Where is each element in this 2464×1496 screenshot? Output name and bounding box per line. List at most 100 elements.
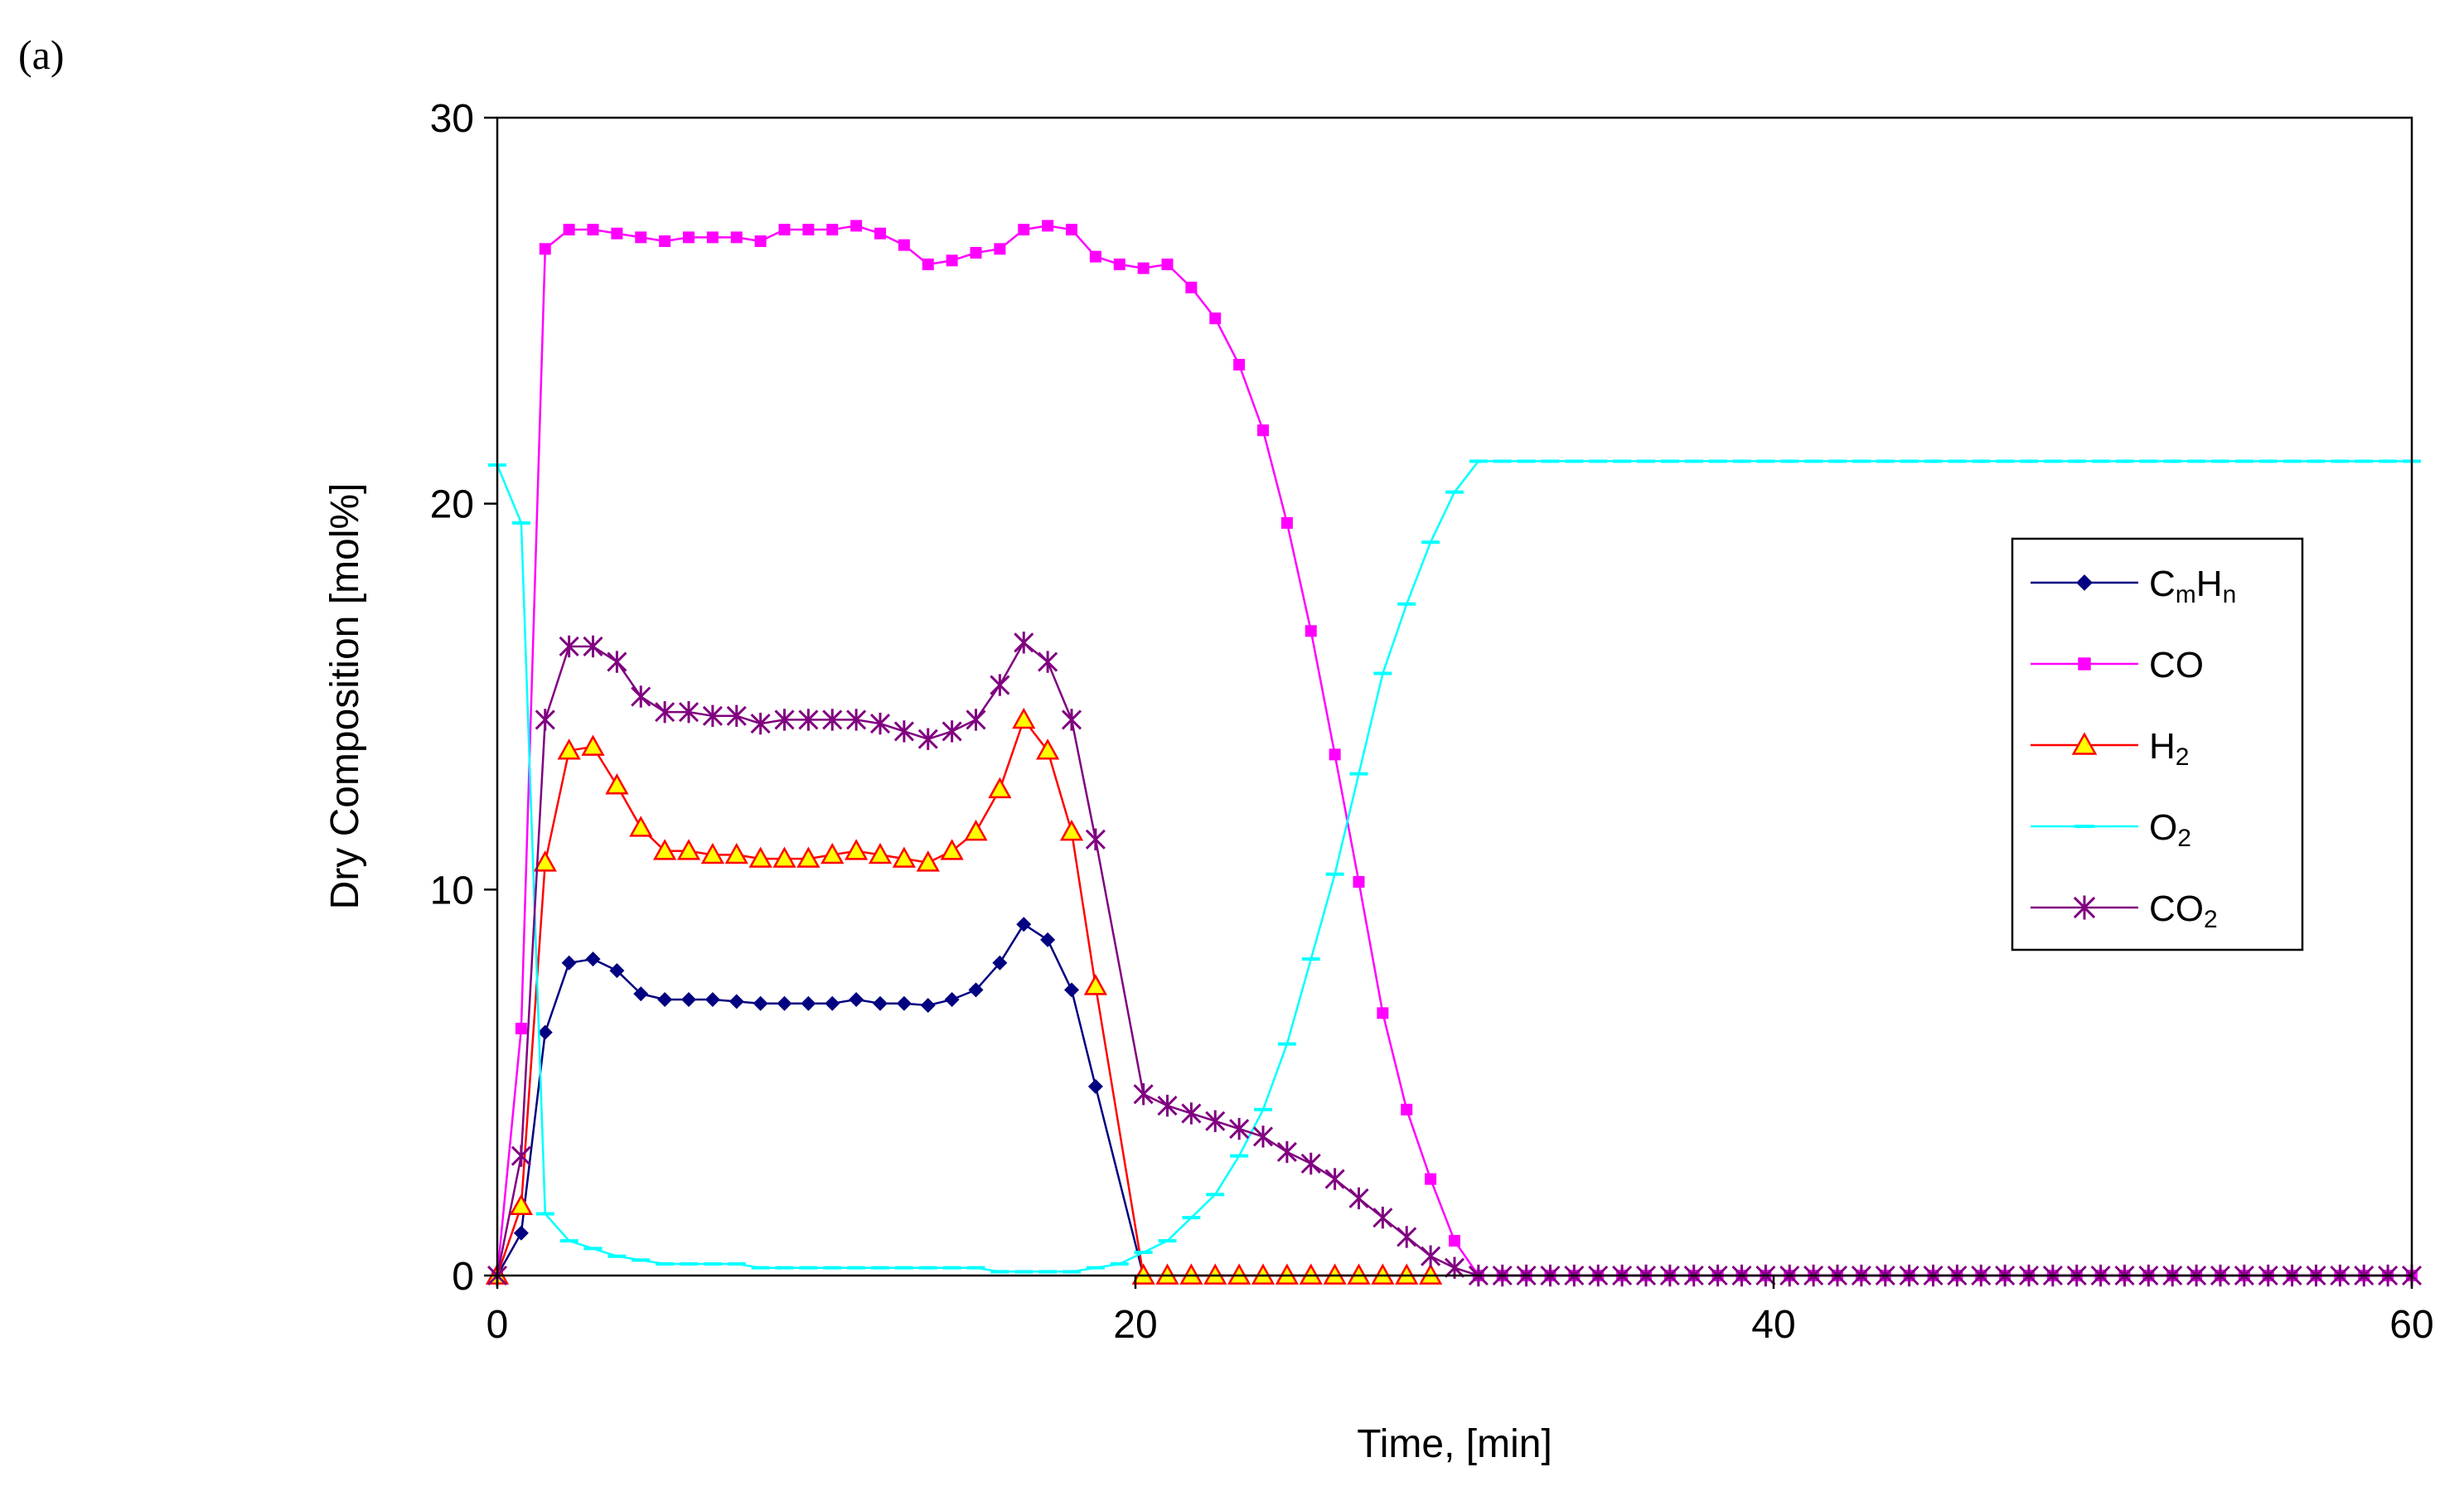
data-point	[1276, 1140, 1297, 1164]
data-point	[1181, 1102, 1202, 1125]
data-point	[920, 998, 936, 1014]
data-point	[1113, 258, 1126, 270]
data-point	[990, 674, 1010, 696]
data-point	[873, 995, 888, 1011]
data-point	[774, 709, 795, 731]
data-point	[777, 995, 792, 1011]
data-point	[678, 700, 700, 724]
data-point	[1329, 748, 1341, 761]
legend-item-co2: CO2	[2031, 888, 2218, 933]
legend-marker	[2078, 657, 2091, 671]
data-point	[946, 254, 958, 267]
data-point	[724, 842, 748, 864]
data-point	[1324, 1168, 1345, 1190]
data-point	[587, 224, 599, 236]
data-point	[1377, 1007, 1389, 1019]
data-point	[896, 995, 912, 1011]
data-point	[1038, 651, 1058, 673]
y-tick-label: 30	[430, 97, 474, 141]
data-point	[944, 992, 960, 1008]
data-point	[992, 955, 1008, 971]
legend-item-o2: O2	[2031, 807, 2191, 852]
data-point	[563, 224, 575, 236]
data-point	[730, 231, 743, 244]
data-point	[609, 963, 625, 979]
data-point	[509, 1193, 533, 1216]
panel-label: (a)	[18, 31, 65, 78]
data-point	[1209, 312, 1222, 325]
data-point	[826, 224, 839, 236]
legend-marker	[2071, 732, 2098, 755]
data-point	[964, 819, 988, 841]
data-point	[821, 842, 845, 864]
tick-layer: 0 20 40 60 0 10 20 30	[430, 97, 2434, 1347]
data-point	[988, 777, 1012, 799]
x-tick-label: 0	[487, 1303, 509, 1347]
data-point	[916, 850, 940, 872]
data-point	[704, 992, 720, 1008]
data-point	[966, 709, 986, 731]
y-tick-label: 20	[430, 483, 474, 527]
data-point	[655, 700, 675, 724]
data-point	[748, 846, 772, 868]
x-axis-title: Time, [min]	[1357, 1422, 1552, 1466]
data-point	[1036, 738, 1060, 760]
data-point	[1305, 625, 1317, 637]
data-point	[539, 243, 551, 255]
data-point	[511, 1145, 531, 1167]
data-point	[561, 955, 577, 971]
data-point	[922, 258, 934, 270]
data-point	[659, 235, 671, 248]
data-point	[892, 846, 916, 868]
data-point	[825, 995, 840, 1011]
data-point	[681, 992, 696, 1008]
data-point	[1353, 876, 1365, 888]
data-point	[1233, 359, 1246, 371]
legend-marker	[2073, 895, 2096, 920]
data-point	[535, 709, 555, 731]
data-point	[629, 816, 653, 837]
plot-frame	[496, 116, 2413, 1277]
data-point	[845, 839, 869, 860]
x-tick-label: 40	[1751, 1303, 1795, 1347]
data-point	[635, 231, 647, 244]
data-point	[1083, 974, 1107, 995]
data-point	[1229, 1117, 1250, 1140]
data-point	[1401, 1103, 1413, 1116]
data-point	[533, 850, 557, 872]
data-point	[633, 986, 649, 1002]
legend-label: CO2	[2149, 888, 2218, 933]
data-point	[702, 704, 723, 727]
data-point	[754, 235, 767, 248]
data-point	[849, 992, 864, 1008]
data-point	[581, 734, 605, 756]
legend-item-cmhn: CmHn	[2031, 564, 2236, 608]
data-point	[1018, 224, 1030, 236]
data-point	[1185, 281, 1198, 293]
data-point	[1016, 917, 1032, 932]
data-point	[1252, 1126, 1274, 1148]
data-point	[1040, 932, 1056, 947]
data-point	[1012, 707, 1036, 729]
data-point	[970, 246, 982, 259]
data-point	[557, 738, 581, 760]
data-point	[700, 842, 724, 864]
data-point	[653, 839, 677, 860]
data-point	[772, 846, 796, 868]
data-point	[1205, 1110, 1226, 1132]
data-point	[1064, 982, 1079, 998]
legend-item-co: CO	[2031, 645, 2204, 685]
data-point	[729, 994, 744, 1009]
data-point	[874, 227, 886, 240]
data-point	[802, 224, 815, 236]
y-tick-label: 10	[430, 869, 474, 913]
legend: CmHn CO H2 O2 CO2	[2011, 537, 2304, 951]
data-point	[750, 712, 771, 735]
data-point	[1157, 1094, 1178, 1117]
data-point	[537, 1024, 553, 1040]
data-point	[1089, 250, 1101, 263]
data-point	[515, 1022, 527, 1034]
data-point	[753, 995, 768, 1011]
